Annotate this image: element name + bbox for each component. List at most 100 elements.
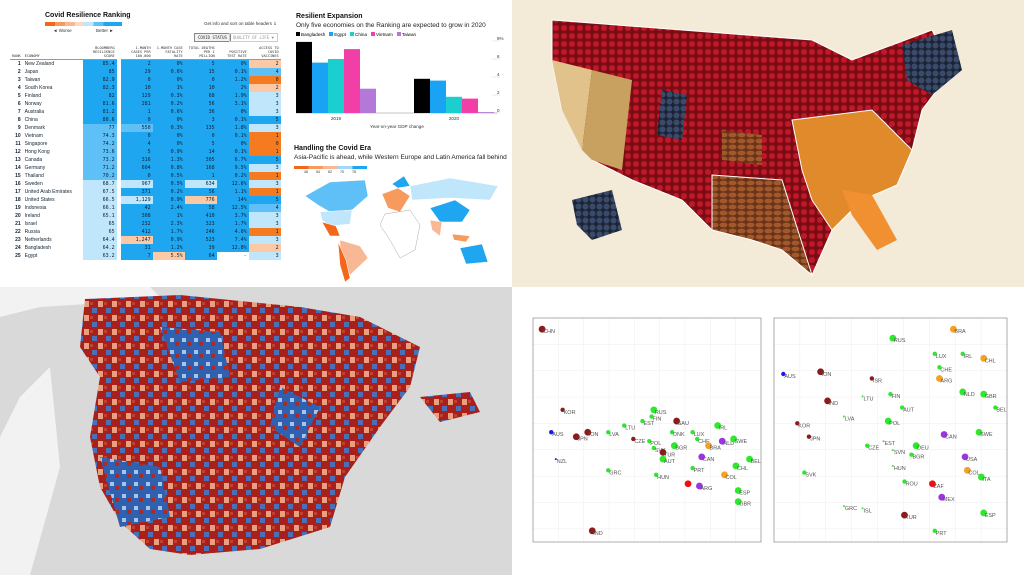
ranking-legend-bar <box>45 22 122 26</box>
point-gbr <box>734 498 742 506</box>
point-label: ION <box>822 372 832 378</box>
map-spain-mainland <box>80 295 420 555</box>
point-nld <box>959 388 967 396</box>
value-cell: 2 <box>120 60 153 68</box>
table-row[interactable]: 18 United States 66.5 1,129 0.9% 776 14% 5 <box>10 196 281 204</box>
value-cell: 1 <box>248 148 281 156</box>
point-label: NLD <box>964 392 975 398</box>
table-row[interactable]: 8 China 80.6 0 0% 3 0.1% 5 <box>10 116 281 124</box>
point-jpn <box>806 434 812 439</box>
point-aut <box>659 455 667 463</box>
table-row[interactable]: 14 Germany 71.2 604 0.8% 168 9.5% 3 <box>10 164 281 172</box>
point-isl <box>861 507 864 510</box>
point-label: ROU <box>905 482 917 488</box>
point-label: ION <box>589 432 599 438</box>
table-row[interactable]: 2 Japan 85 29 0.6% 15 0.1% 4 <box>10 68 281 76</box>
value-cell: 0.2% <box>152 100 185 108</box>
table-row[interactable]: 12 Hong Kong 73.6 5 0.9% 14 0.1% 1 <box>10 148 281 156</box>
table-row[interactable]: 16 Sweden 68.7 967 0.5% 634 12.6% 3 <box>10 180 281 188</box>
value-cell: 0.3% <box>152 124 185 132</box>
column-header[interactable]: 1-MONTH CASE FATALITY RATE <box>152 44 185 60</box>
point-label: DEU <box>917 446 929 452</box>
point-bra <box>950 325 957 333</box>
legend-value: 46 <box>304 170 308 174</box>
value-cell: 0.5% <box>152 180 185 188</box>
value-cell: 3 <box>248 100 281 108</box>
point-label: PRT <box>936 531 948 537</box>
value-cell: 0% <box>216 60 249 68</box>
rank-cell: 4 <box>17 85 21 91</box>
point-label: BGR <box>912 455 924 461</box>
table-row[interactable]: 4 South Korea 82.3 10 1% 10 2% 2 <box>10 84 281 92</box>
column-header[interactable]: 1-MONTH CASES PER 100,000 <box>120 44 153 60</box>
bar-egypt-2020 <box>430 80 446 113</box>
bar-vietnam-2019 <box>344 49 360 113</box>
table-row[interactable]: 23 Netherlands 64.4 1,247 0.9% 523 7.4% 3 <box>10 236 281 244</box>
table-row[interactable]: 17 United Arab Emirates 67.5 371 0.2% 56 1.1% 1 <box>10 188 281 196</box>
point-label: FIN <box>892 394 901 400</box>
map-kansas <box>722 130 762 165</box>
economy-cell: Taiwan <box>24 77 41 83</box>
point-label: HUN <box>894 466 906 472</box>
value-cell: 1.9% <box>216 92 249 100</box>
column-header[interactable]: RANK <box>10 44 23 60</box>
scatter-plots-panel: CHN KOR AUS JPN ION NZL IND LVA LTU CZE EST GRC RUS F… <box>512 287 1024 575</box>
point-label: ITA <box>982 477 990 483</box>
value-cell: 0.9% <box>152 196 185 204</box>
column-header[interactable]: ACCESS TO COVID VACCINES <box>248 44 281 60</box>
table-row[interactable]: 10 Vietnam 74.3 0 0% 0 0.1% 1 <box>10 132 281 140</box>
rank-cell: 7 <box>17 109 21 115</box>
rank-cell: 2 <box>17 69 21 75</box>
rank-cell: 11 <box>15 141 21 147</box>
table-row[interactable]: 21 Israel 65 232 2.3% 323 1.7% 3 <box>10 220 281 228</box>
value-cell: 0 <box>120 172 153 180</box>
table-row[interactable]: 7 Australia 81.2 1 0.6% 36 0% 3 <box>10 108 281 116</box>
point-label: JPN <box>577 437 587 443</box>
column-header[interactable]: TOTAL DEATHS PER 1 MILLION <box>184 44 217 60</box>
value-cell: - <box>216 252 249 260</box>
table-row[interactable]: 1 New Zealand 85.4 2 0% 5 0% 2 <box>10 60 281 68</box>
value-cell: 56 <box>184 188 217 196</box>
point-label: LUX <box>936 354 947 360</box>
column-header[interactable]: BLOOMBERG RESILIENCE SCORE <box>82 44 117 60</box>
point-deu <box>912 442 920 450</box>
value-cell: 3 <box>184 116 217 124</box>
economy-cell: Canada <box>24 157 43 163</box>
point-label: LTU <box>864 396 874 402</box>
column-header[interactable]: ECONOMY <box>22 44 83 60</box>
point-label: ESP <box>985 513 996 519</box>
table-row[interactable]: 24 Bangladesh 64.2 31 1.2% 39 12.8% 2 <box>10 244 281 252</box>
table-row[interactable]: 20 Ireland 65.1 308 1% 410 3.7% 3 <box>10 212 281 220</box>
value-cell: 3.1% <box>216 100 249 108</box>
map-canada <box>304 179 369 213</box>
legend-worse: ◄ Worse <box>53 28 72 33</box>
value-cell: 1.7% <box>216 220 249 228</box>
table-row[interactable]: 22 Russia 65 412 1.7% 246 4.6% 1 <box>10 228 281 236</box>
table-row[interactable]: 15 Thailand 70.2 0 0.5% 1 0.2% 1 <box>10 172 281 180</box>
table-row[interactable]: 9 Denmark 77 550 0.3% 135 1.8% 3 <box>10 124 281 132</box>
point-grc <box>606 468 611 473</box>
table-row[interactable]: 5 Finland 82 129 0.3% 68 1.9% 3 <box>10 92 281 100</box>
point-label: AUT <box>903 408 915 414</box>
value-cell: 0.1% <box>216 68 249 76</box>
map-africa <box>379 209 421 259</box>
y-tick-label: 2 <box>497 90 500 95</box>
table-row[interactable]: 3 Taiwan 82.9 0 0% 0 1.2% 0 <box>10 76 281 84</box>
map-alaska <box>572 190 622 240</box>
table-row[interactable]: 25 Egypt 63.2 7 5.5% 64-3 <box>10 252 281 260</box>
point-che <box>694 436 700 442</box>
table-row[interactable]: 6 Norway 81.6 281 0.2% 56 3.1% 3 <box>10 100 281 108</box>
world-map <box>304 175 499 283</box>
column-header[interactable]: POSITIVE TEST RATE <box>216 44 249 60</box>
tab-covid-status[interactable]: COVID STATUS <box>194 33 231 42</box>
table-row[interactable]: 13 Canada 73.2 316 1.3% 305 6.7% 5 <box>10 156 281 164</box>
table-row[interactable]: 11 Singapore 74.2 4 0% 5 0% 0 <box>10 140 281 148</box>
value-cell: 85.4 <box>82 60 117 68</box>
tab-quality-of-life[interactable]: QUALITY OF LIFE ▼ <box>229 33 278 42</box>
value-cell: 77 <box>82 124 117 132</box>
value-cell: 74.3 <box>82 132 117 140</box>
value-cell: 14 <box>184 148 217 156</box>
map-balearic-islands <box>420 392 480 422</box>
map-land-portugal-france <box>0 287 160 575</box>
table-row[interactable]: 19 Indonesia 66.1 42 2.4% 58 12.5% 4 <box>10 204 281 212</box>
